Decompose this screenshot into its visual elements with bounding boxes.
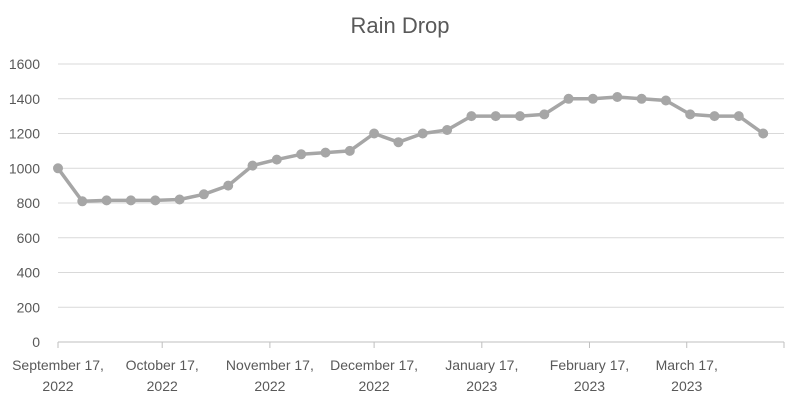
x-tick-label: March 17, 2023 [656, 357, 718, 394]
data-point [271, 154, 282, 165]
data-point [515, 111, 525, 122]
data-point [198, 189, 209, 200]
x-axis-ticks: September 17, 2022 October 17, 2022 November… [12, 357, 718, 394]
data-point [587, 93, 598, 104]
y-tick-label: 600 [17, 230, 41, 246]
data-point [733, 111, 744, 122]
y-tick-label: 1000 [9, 160, 40, 176]
data-point [660, 95, 671, 106]
data-point [636, 93, 647, 104]
y-tick-label: 0 [32, 334, 40, 350]
y-tick-label: 400 [17, 265, 41, 281]
x-tick-label: January 17, 2023 [445, 357, 518, 394]
x-tick-label: February 17, 2023 [550, 357, 629, 394]
data-point [369, 128, 380, 139]
y-axis-ticks: 0 200 400 600 800 1000 1200 1400 1600 [9, 56, 40, 350]
chart-title: Rain Drop [350, 13, 449, 38]
data-point [125, 195, 136, 206]
x-tick-label: October 17, 2022 [126, 357, 199, 394]
data-point [101, 195, 112, 206]
series-line [56, 95, 765, 204]
data-point [174, 194, 185, 205]
x-tick-label: November 17, 2022 [226, 357, 314, 394]
x-tick-label: December 17, 2022 [330, 357, 418, 394]
data-point [466, 111, 477, 122]
data-point [77, 196, 88, 207]
data-point [296, 149, 307, 160]
data-point [612, 92, 623, 102]
y-tick-label: 1400 [9, 91, 40, 107]
data-point [685, 109, 696, 120]
data-point [223, 180, 234, 191]
x-axis [57, 341, 785, 348]
data-point [53, 163, 63, 174]
data-point [320, 147, 331, 158]
data-point [442, 125, 453, 135]
data-point [150, 195, 161, 206]
data-point [393, 137, 404, 148]
y-tick-label: 1200 [9, 126, 40, 142]
y-tick-label: 800 [17, 195, 41, 211]
data-point [709, 111, 720, 122]
x-tick-label: September 17, 2022 [12, 357, 104, 394]
data-point [758, 128, 769, 139]
series-rain-drop [53, 92, 769, 207]
data-point [490, 111, 501, 122]
y-tick-label: 200 [17, 299, 41, 315]
data-point [563, 93, 574, 104]
data-point [417, 128, 428, 139]
gridlines [58, 63, 784, 308]
data-point [539, 109, 550, 120]
data-point [247, 160, 258, 171]
data-point [344, 145, 355, 156]
y-tick-label: 1600 [9, 56, 40, 72]
